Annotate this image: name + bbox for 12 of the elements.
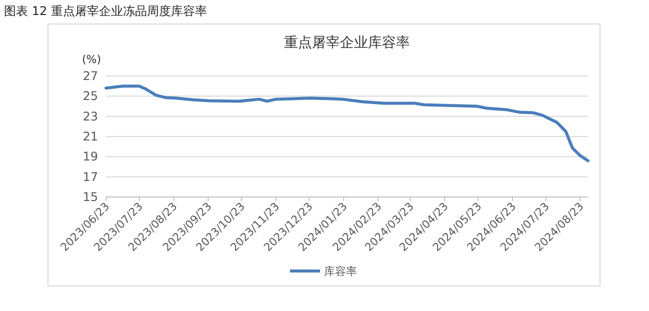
- y-tick-label: 21: [82, 130, 98, 144]
- y-tick-label: 17: [82, 170, 98, 184]
- y-tick-label: 25: [82, 89, 98, 104]
- y-tick-label: 19: [82, 150, 98, 164]
- legend-label: 库容率: [324, 265, 357, 278]
- chart-title: 图表 12 重点屠宰企业冻品周度库容率: [4, 4, 207, 18]
- y-tick-label: 23: [82, 109, 98, 124]
- line-series: [104, 84, 590, 162]
- y-tick-label: 27: [82, 69, 98, 83]
- y-tick-label: 15: [82, 190, 98, 204]
- y-axis-title: (%): [82, 53, 102, 66]
- chart-subtitle: 重点屠宰企业库容率: [284, 35, 410, 51]
